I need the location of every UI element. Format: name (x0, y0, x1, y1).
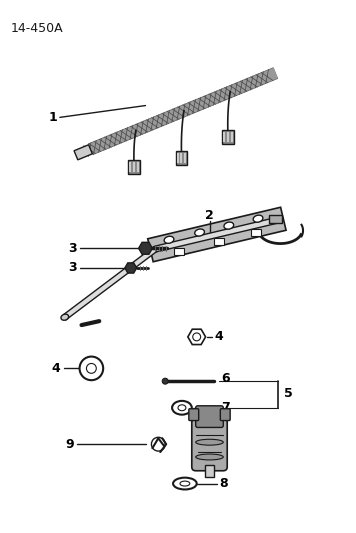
Polygon shape (155, 217, 279, 252)
Circle shape (162, 378, 168, 384)
FancyBboxPatch shape (222, 130, 234, 143)
FancyBboxPatch shape (192, 418, 227, 471)
FancyBboxPatch shape (205, 465, 214, 477)
Text: 4: 4 (51, 362, 60, 375)
Text: 4: 4 (214, 330, 223, 343)
FancyBboxPatch shape (251, 229, 261, 236)
Ellipse shape (164, 236, 174, 244)
FancyBboxPatch shape (176, 151, 187, 165)
FancyBboxPatch shape (128, 160, 140, 174)
Ellipse shape (178, 405, 186, 411)
Text: 7: 7 (221, 401, 230, 414)
Polygon shape (74, 145, 92, 160)
Ellipse shape (172, 401, 192, 415)
FancyBboxPatch shape (214, 238, 224, 245)
Text: 3: 3 (68, 242, 77, 255)
FancyBboxPatch shape (174, 248, 184, 255)
Ellipse shape (224, 222, 234, 229)
Circle shape (79, 357, 103, 380)
Text: 2: 2 (205, 209, 214, 222)
Text: 3: 3 (68, 262, 77, 274)
Text: 1: 1 (48, 111, 57, 124)
Ellipse shape (196, 439, 223, 445)
Text: 9: 9 (65, 438, 74, 451)
FancyBboxPatch shape (189, 409, 199, 421)
Text: 5: 5 (284, 387, 293, 400)
FancyBboxPatch shape (268, 215, 282, 223)
Ellipse shape (253, 215, 263, 222)
Ellipse shape (196, 454, 223, 460)
FancyBboxPatch shape (196, 406, 223, 427)
Text: 6: 6 (221, 372, 230, 385)
Circle shape (87, 364, 96, 373)
Text: 8: 8 (219, 477, 228, 490)
Ellipse shape (61, 314, 69, 320)
FancyBboxPatch shape (220, 409, 230, 421)
Polygon shape (148, 207, 286, 262)
Text: 14-450A: 14-450A (11, 22, 63, 35)
Ellipse shape (195, 229, 204, 236)
Circle shape (151, 437, 165, 451)
Polygon shape (64, 246, 156, 320)
Circle shape (193, 333, 201, 341)
Ellipse shape (180, 481, 190, 486)
Ellipse shape (173, 478, 197, 489)
